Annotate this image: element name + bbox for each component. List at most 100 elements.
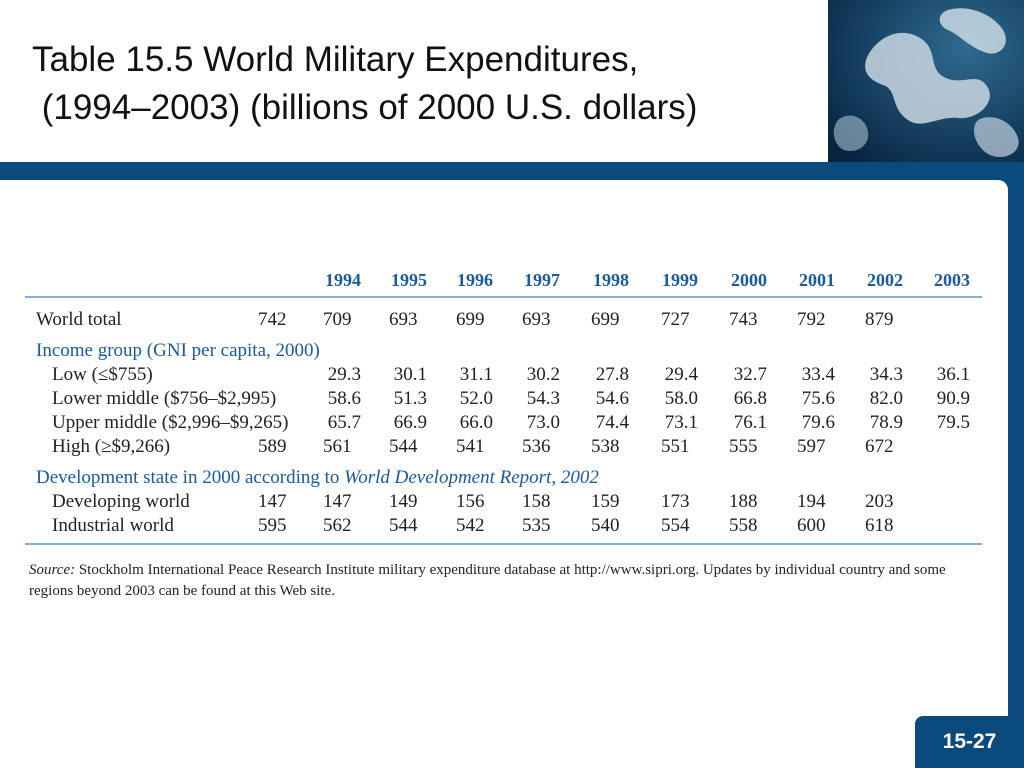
table-cell: 82.0	[869, 388, 903, 409]
table-cell: 52.0	[459, 388, 493, 409]
table-cell: 693	[522, 309, 551, 330]
table-cell: 555	[729, 436, 758, 457]
table-cell: 78.9	[869, 412, 903, 433]
table-cell: 194	[797, 491, 826, 512]
table-cell: 147	[258, 491, 287, 512]
content-panel	[0, 180, 1008, 768]
table-cell: 159	[591, 491, 620, 512]
year-header: 1996	[457, 270, 493, 290]
table-cell: 879	[865, 309, 894, 330]
slide-number: 15-27	[942, 730, 997, 753]
table-cell: 561	[323, 436, 352, 457]
table-cell: 36.1	[936, 364, 970, 385]
table-cell: 554	[661, 515, 690, 536]
table-cell: 535	[522, 515, 551, 536]
source-text: Stockholm International Peace Research I…	[29, 562, 946, 599]
table-row: Low (≤$755) 29.3 30.1 31.1 30.2 27.8 29.…	[25, 363, 982, 387]
table-cell: 541	[456, 436, 485, 457]
table-cell: 73.1	[664, 412, 698, 433]
table-cell: 743	[729, 309, 758, 330]
table-header-row: 1994 1995 1996 1997 1998 1999 2000 2001 …	[25, 260, 982, 296]
table-cell: 589	[258, 436, 287, 457]
table-row: Developing world 147 147 149 156 158 159…	[25, 490, 982, 514]
row-label: Developing world	[52, 491, 190, 512]
table-cell: 54.3	[526, 388, 560, 409]
table-cell: 79.6	[801, 412, 835, 433]
table-cell: 51.3	[393, 388, 427, 409]
table-cell: 595	[258, 515, 287, 536]
year-header: 1998	[593, 270, 629, 290]
table-cell: 544	[389, 515, 418, 536]
table-cell: 30.1	[393, 364, 427, 385]
table-cell: 147	[323, 491, 352, 512]
expenditures-table: 1994 1995 1996 1997 1998 1999 2000 2001 …	[25, 260, 982, 545]
table-cell: 540	[591, 515, 620, 536]
row-label: Lower middle ($756–$2,995)	[52, 388, 277, 409]
table-cell: 742	[258, 309, 287, 330]
slide-number-box: 15-27	[915, 716, 1024, 768]
table-cell: 66.9	[393, 412, 427, 433]
table-cell: 32.7	[733, 364, 767, 385]
table-cell: 66.8	[733, 388, 767, 409]
table-cell: 29.4	[664, 364, 698, 385]
title-line-2: (1994–2003) (billions of 2000 U.S. dolla…	[32, 88, 698, 127]
row-label: Upper middle ($2,996–$9,265)	[52, 412, 289, 433]
table-cell: 597	[797, 436, 826, 457]
table-cell: 30.2	[526, 364, 560, 385]
table-cell: 33.4	[801, 364, 835, 385]
table-cell: 544	[389, 436, 418, 457]
title-area: Table 15.5 World Military Expenditures, …	[0, 0, 828, 162]
year-header: 2000	[731, 270, 767, 290]
row-label: Low (≤$755)	[52, 364, 153, 385]
section-label-prefix: Development state in 2000 according to	[36, 467, 345, 488]
table-row: Lower middle ($756–$2,995) 58.6 51.3 52.…	[25, 387, 982, 411]
source-label: Source:	[29, 562, 76, 578]
table-cell: 538	[591, 436, 620, 457]
table-cell: 699	[456, 309, 485, 330]
table-cell: 551	[661, 436, 690, 457]
table-row: Industrial world 595 562 544 542 535 540…	[25, 514, 982, 538]
table-cell: 792	[797, 309, 826, 330]
section-label: Income group (GNI per capita, 2000)	[36, 340, 320, 361]
header-rule	[25, 296, 982, 298]
year-header: 2001	[799, 270, 835, 290]
table-cell: 27.8	[595, 364, 629, 385]
table-cell: 693	[389, 309, 418, 330]
source-note: Source: Stockholm International Peace Re…	[29, 560, 989, 602]
row-label: World total	[36, 309, 122, 330]
table-cell: 149	[389, 491, 418, 512]
table-cell: 699	[591, 309, 620, 330]
table-cell: 558	[729, 515, 758, 536]
footer-rule	[25, 543, 982, 545]
table-cell: 66.0	[459, 412, 493, 433]
table-row: Upper middle ($2,996–$9,265) 65.7 66.9 6…	[25, 411, 982, 435]
table-cell: 173	[661, 491, 690, 512]
table-cell: 158	[522, 491, 551, 512]
table-cell: 34.3	[869, 364, 903, 385]
table-cell: 672	[865, 436, 894, 457]
year-header: 1994	[325, 270, 361, 290]
title-line-1: Table 15.5 World Military Expenditures,	[32, 40, 639, 79]
slide-title: Table 15.5 World Military Expenditures, …	[32, 36, 697, 132]
table-cell: 58.6	[327, 388, 361, 409]
table-cell: 188	[729, 491, 758, 512]
table-cell: 600	[797, 515, 826, 536]
table-cell: 562	[323, 515, 352, 536]
table-cell: 79.5	[936, 412, 970, 433]
year-header: 1999	[662, 270, 698, 290]
table-cell: 54.6	[595, 388, 629, 409]
section-header-development: Development state in 2000 according to W…	[25, 466, 982, 490]
table-cell: 74.4	[595, 412, 629, 433]
table-cell: 75.6	[801, 388, 835, 409]
year-header: 1995	[391, 270, 427, 290]
year-header: 1997	[524, 270, 560, 290]
section-header-income: Income group (GNI per capita, 2000)	[25, 339, 982, 363]
table-cell: 727	[661, 309, 690, 330]
table-cell: 76.1	[733, 412, 767, 433]
globe-image	[828, 0, 1024, 162]
table-cell: 65.7	[327, 412, 361, 433]
table-cell: 618	[865, 515, 894, 536]
table-cell: 542	[456, 515, 485, 536]
table-cell: 536	[522, 436, 551, 457]
table-cell: 73.0	[526, 412, 560, 433]
